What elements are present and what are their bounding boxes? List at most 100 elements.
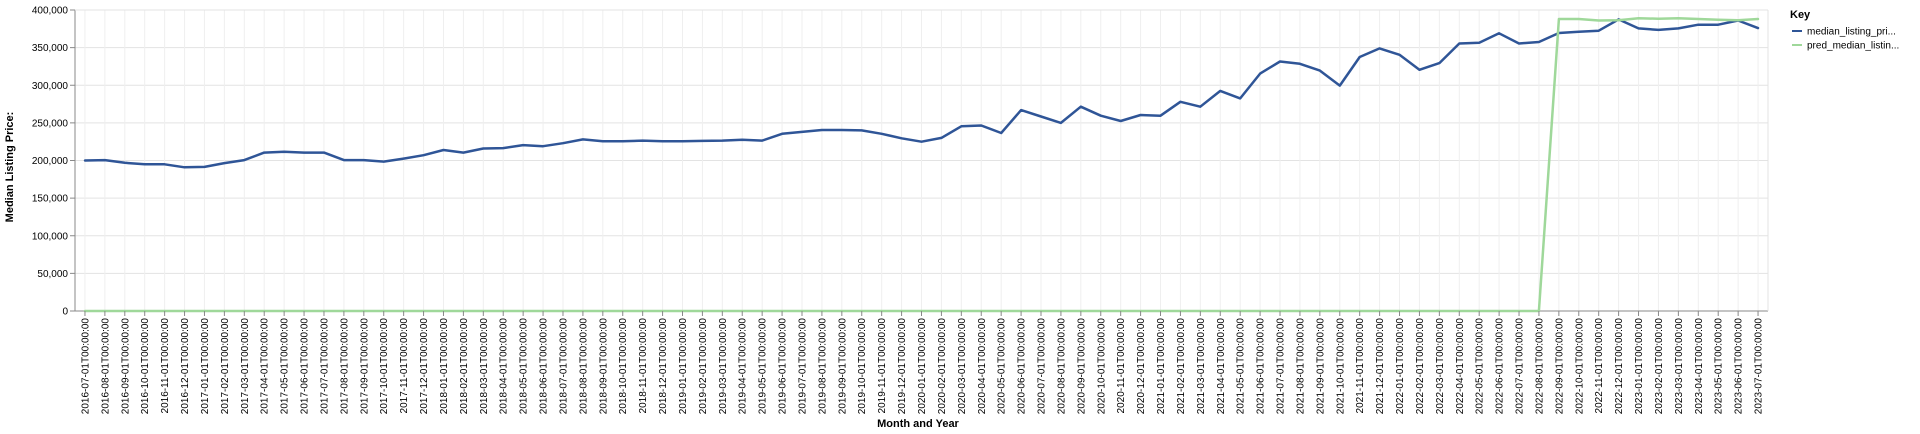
x-tick-label: 2023-07-01T00:00:00 [1754, 318, 1765, 415]
x-tick-label: 2021-10-01T00:00:00 [1335, 318, 1346, 415]
x-tick-label: 2022-07-01T00:00:00 [1515, 318, 1526, 415]
x-tick-label: 2021-06-01T00:00:00 [1256, 318, 1267, 415]
x-tick-label: 2021-02-01T00:00:00 [1176, 318, 1187, 415]
x-tick-label: 2022-11-01T00:00:00 [1594, 318, 1605, 414]
x-tick-label: 2019-07-01T00:00:00 [797, 318, 808, 415]
x-tick-label: 2019-04-01T00:00:00 [738, 318, 749, 415]
x-tick-label: 2022-09-01T00:00:00 [1554, 318, 1565, 415]
y-tick-label: 0 [62, 307, 68, 318]
x-tick-label: 2019-08-01T00:00:00 [817, 318, 828, 415]
x-tick-label: 2016-09-01T00:00:00 [120, 318, 131, 415]
x-tick-label: 2020-05-01T00:00:00 [997, 318, 1008, 415]
x-tick-label: 2020-08-01T00:00:00 [1056, 318, 1067, 415]
x-tick-label: 2017-05-01T00:00:00 [280, 318, 291, 415]
series-line-median-listing-pri [83, 18, 1760, 169]
x-tick-label: 2017-08-01T00:00:00 [339, 318, 350, 415]
x-tick-label: 2019-02-01T00:00:00 [698, 318, 709, 415]
x-tick-label: 2018-10-01T00:00:00 [618, 318, 629, 415]
x-tick-label: 2021-11-01T00:00:00 [1355, 318, 1366, 414]
x-tick-label: 2021-08-01T00:00:00 [1295, 318, 1306, 415]
x-tick-label: 2022-03-01T00:00:00 [1435, 318, 1446, 415]
x-tick-label: 2017-02-01T00:00:00 [220, 318, 231, 415]
x-tick-label: 2021-01-01T00:00:00 [1156, 318, 1167, 415]
y-tick-label: 350,000 [32, 43, 69, 54]
x-tick-label: 2021-07-01T00:00:00 [1276, 318, 1287, 415]
x-tick-label: 2019-06-01T00:00:00 [778, 318, 789, 415]
x-tick-label: 2023-02-01T00:00:00 [1654, 318, 1665, 415]
x-tick-label: 2023-01-01T00:00:00 [1634, 318, 1645, 415]
x-tick-label: 2018-11-01T00:00:00 [638, 318, 649, 414]
x-tick-label: 2018-09-01T00:00:00 [598, 318, 609, 415]
x-tick-label: 2022-01-01T00:00:00 [1395, 318, 1406, 415]
x-tick-label: 2023-06-01T00:00:00 [1734, 318, 1745, 415]
x-tick-label: 2017-12-01T00:00:00 [419, 318, 430, 415]
x-tick-label: 2017-07-01T00:00:00 [319, 318, 330, 415]
legend-label: median_listing_pri... [1807, 27, 1896, 38]
y-axis: 0 50,000 100,000 150,000 200,000 250,000 300,0… [32, 6, 75, 318]
x-tick-label: 2018-06-01T00:00:00 [539, 318, 550, 415]
x-tick-label: 2020-02-01T00:00:00 [937, 318, 948, 415]
x-tick-label: 2022-12-01T00:00:00 [1614, 318, 1625, 415]
x-tick-label: 2017-03-01T00:00:00 [240, 318, 251, 415]
x-tick-label: 2019-01-01T00:00:00 [678, 318, 689, 415]
x-tick-label: 2020-06-01T00:00:00 [1017, 318, 1028, 415]
x-tick-label: 2021-04-01T00:00:00 [1216, 318, 1227, 415]
y-tick-label: 400,000 [32, 6, 69, 17]
x-tick-label: 2018-07-01T00:00:00 [558, 318, 569, 415]
x-tick-label: 2018-04-01T00:00:00 [499, 318, 510, 415]
x-tick-label: 2023-03-01T00:00:00 [1674, 318, 1685, 415]
x-tick-label: 2019-03-01T00:00:00 [718, 318, 729, 415]
y-tick-label: 300,000 [32, 81, 69, 92]
x-tick-label: 2020-11-01T00:00:00 [1116, 318, 1127, 414]
x-tick-label: 2020-04-01T00:00:00 [977, 318, 988, 415]
x-tick-label: 2023-04-01T00:00:00 [1694, 318, 1705, 415]
x-tick-label: 2017-10-01T00:00:00 [379, 318, 390, 415]
x-tick-label: 2017-04-01T00:00:00 [260, 318, 271, 415]
x-tick-label: 2018-01-01T00:00:00 [439, 318, 450, 415]
x-tick-label: 2019-10-01T00:00:00 [857, 318, 868, 415]
x-tick-label: 2021-03-01T00:00:00 [1196, 318, 1207, 415]
y-tick-label: 150,000 [32, 194, 69, 205]
x-tick-label: 2019-05-01T00:00:00 [758, 318, 769, 415]
x-tick-label: 2022-04-01T00:00:00 [1455, 318, 1466, 415]
x-tick-label: 2021-05-01T00:00:00 [1236, 318, 1247, 415]
x-tick-label: 2020-12-01T00:00:00 [1136, 318, 1147, 415]
x-tick-label: 2019-12-01T00:00:00 [897, 318, 908, 415]
x-tick-label: 2018-05-01T00:00:00 [519, 318, 530, 415]
x-tick-label: 2016-12-01T00:00:00 [180, 318, 191, 415]
x-axis: 2016-07-01T00:00:00 2016-08-01T00:00:00 20… [80, 311, 1765, 415]
x-tick-label: 2018-02-01T00:00:00 [459, 318, 470, 415]
x-tick-label: 2017-11-01T00:00:00 [399, 318, 410, 414]
legend-title: Key [1790, 9, 1811, 21]
x-tick-label: 2019-11-01T00:00:00 [877, 318, 888, 414]
y-tick-label: 200,000 [32, 156, 69, 167]
x-tick-label: 2016-11-01T00:00:00 [160, 318, 171, 414]
x-tick-label: 2022-05-01T00:00:00 [1475, 318, 1486, 415]
legend: Key median_listing_pri... pred_median_lis… [1790, 9, 1899, 52]
x-tick-label: 2020-03-01T00:00:00 [957, 318, 968, 415]
y-tick-label: 250,000 [32, 118, 69, 129]
x-tick-label: 2022-10-01T00:00:00 [1574, 318, 1585, 415]
y-tick-label: 50,000 [37, 269, 68, 280]
x-tick-label: 2022-02-01T00:00:00 [1415, 318, 1426, 415]
legend-label: pred_median_listin... [1807, 41, 1899, 52]
x-tick-label: 2017-09-01T00:00:00 [359, 318, 370, 415]
x-tick-label: 2018-08-01T00:00:00 [578, 318, 589, 415]
x-tick-label: 2019-09-01T00:00:00 [837, 318, 848, 415]
x-tick-label: 2020-09-01T00:00:00 [1076, 318, 1087, 415]
x-tick-label: 2016-08-01T00:00:00 [100, 318, 111, 415]
x-tick-label: 2020-10-01T00:00:00 [1096, 318, 1107, 415]
x-tick-label: 2020-01-01T00:00:00 [917, 318, 928, 415]
x-axis-title: Month and Year [877, 418, 959, 430]
x-tick-label: 2016-07-01T00:00:00 [80, 318, 91, 415]
x-tick-label: 2021-12-01T00:00:00 [1375, 318, 1386, 415]
x-tick-label: 2017-01-01T00:00:00 [200, 318, 211, 415]
gridlines [75, 9, 1768, 312]
x-tick-label: 2021-09-01T00:00:00 [1315, 318, 1326, 415]
x-tick-label: 2016-10-01T00:00:00 [140, 318, 151, 415]
x-tick-label: 2018-12-01T00:00:00 [658, 318, 669, 415]
y-axis-title: Median Listing Price: [4, 112, 16, 223]
x-tick-label: 2022-08-01T00:00:00 [1534, 318, 1545, 415]
x-tick-label: 2020-07-01T00:00:00 [1037, 318, 1048, 415]
